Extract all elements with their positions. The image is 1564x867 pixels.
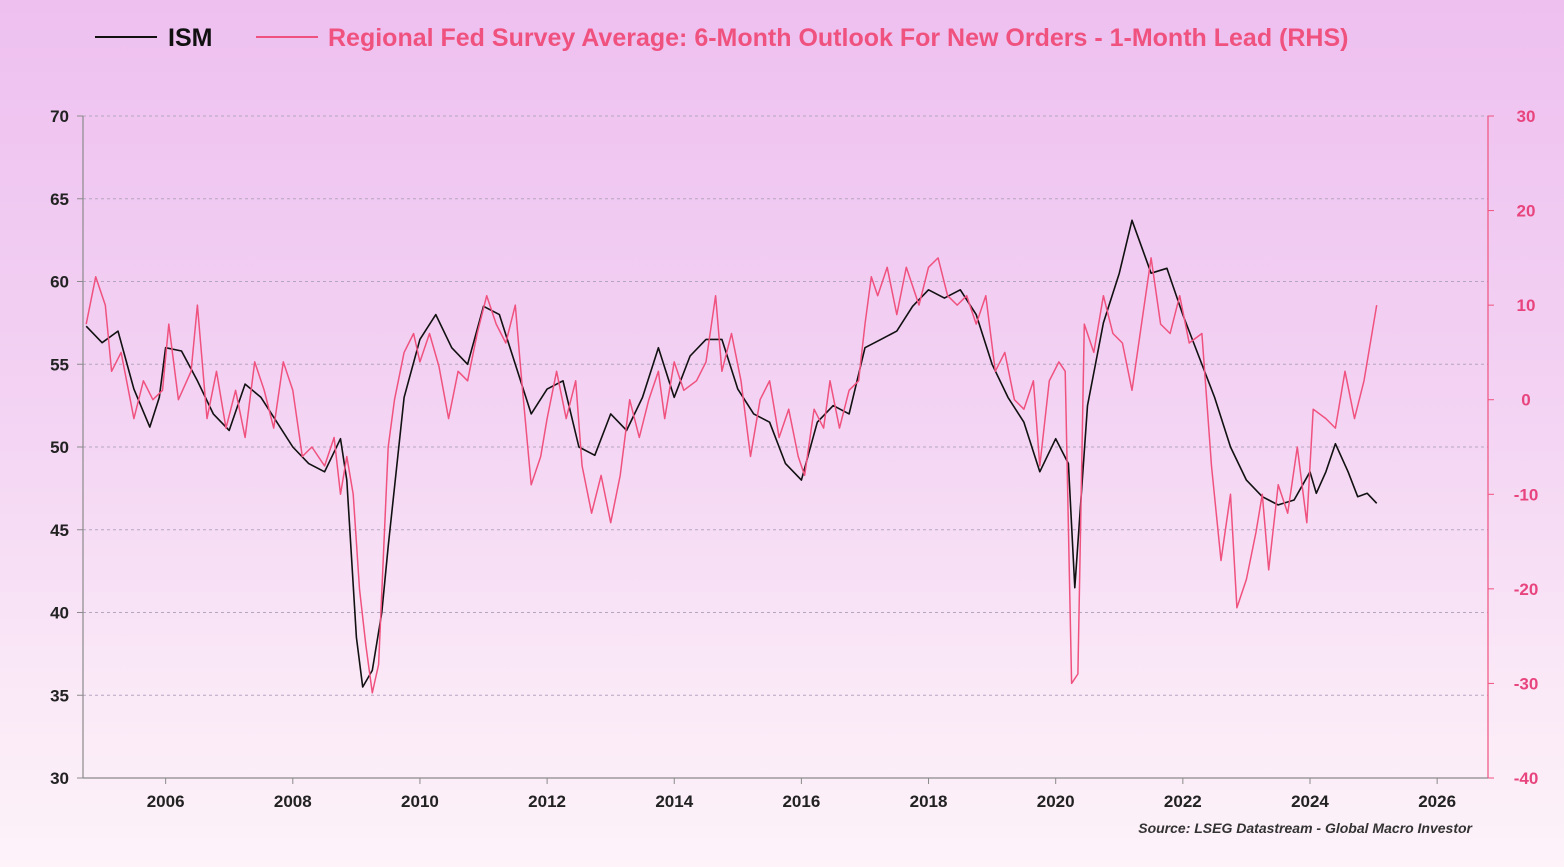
right-tick-label: -10 bbox=[1514, 485, 1539, 504]
legend-fed-label: Regional Fed Survey Average: 6-Month Out… bbox=[328, 24, 1348, 52]
right-tick-label: 10 bbox=[1517, 296, 1536, 315]
x-tick-label: 2012 bbox=[528, 792, 566, 811]
series-line-ism bbox=[85, 219, 1378, 688]
x-tick-label: 2006 bbox=[147, 792, 185, 811]
x-tick-label: 2016 bbox=[782, 792, 820, 811]
x-tick-label: 2020 bbox=[1037, 792, 1075, 811]
x-tick-label: 2010 bbox=[401, 792, 439, 811]
axes: 7065605550454035303020100-10-20-30-40200… bbox=[50, 107, 1538, 811]
right-tick-label: -20 bbox=[1514, 580, 1539, 599]
left-tick-label: 50 bbox=[50, 438, 69, 457]
x-tick-label: 2014 bbox=[655, 792, 693, 811]
left-tick-label: 55 bbox=[50, 355, 69, 374]
right-tick-label: -30 bbox=[1514, 674, 1539, 693]
left-tick-label: 70 bbox=[50, 107, 69, 126]
left-tick-label: 40 bbox=[50, 604, 69, 623]
x-tick-label: 2024 bbox=[1291, 792, 1329, 811]
x-tick-label: 2008 bbox=[274, 792, 312, 811]
x-tick-label: 2026 bbox=[1418, 792, 1456, 811]
legend-ism-label: ISM bbox=[168, 24, 212, 52]
grid bbox=[83, 115, 1488, 696]
series bbox=[85, 219, 1378, 694]
left-tick-label: 65 bbox=[50, 190, 69, 209]
right-tick-label: 30 bbox=[1517, 107, 1536, 126]
series-line-regional-fed bbox=[85, 257, 1378, 694]
left-tick-label: 30 bbox=[50, 769, 69, 788]
left-tick-label: 60 bbox=[50, 273, 69, 292]
left-tick-label: 35 bbox=[50, 686, 69, 705]
x-tick-label: 2022 bbox=[1164, 792, 1202, 811]
right-tick-label: -40 bbox=[1514, 769, 1539, 788]
left-tick-label: 45 bbox=[50, 521, 69, 540]
right-tick-label: 0 bbox=[1521, 391, 1530, 410]
x-tick-label: 2018 bbox=[910, 792, 948, 811]
right-tick-label: 20 bbox=[1517, 202, 1536, 221]
source-note: Source: LSEG Datastream - Global Macro I… bbox=[1138, 820, 1473, 836]
legend: ISM Regional Fed Survey Average: 6-Month… bbox=[95, 24, 1348, 52]
